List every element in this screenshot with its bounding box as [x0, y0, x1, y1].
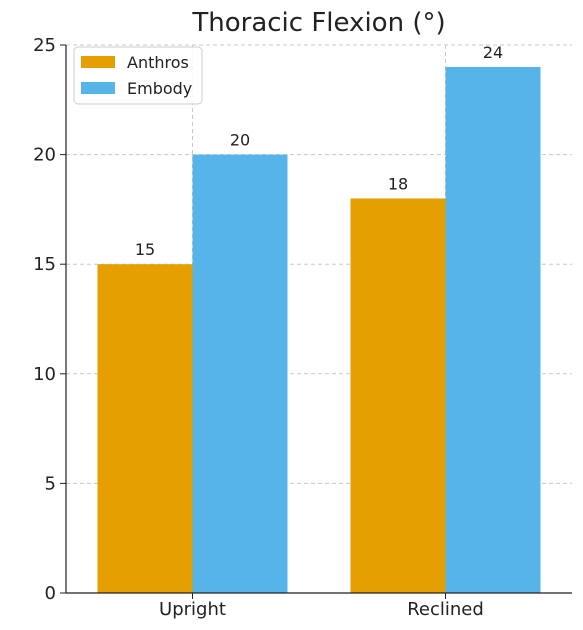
x-tick-label: Upright — [159, 599, 226, 620]
legend: Anthros Embody — [73, 46, 203, 105]
legend-swatch-anthros — [81, 56, 115, 68]
bar-embody-upright — [192, 154, 288, 593]
bar-anthros-upright — [97, 264, 193, 593]
axes-layer: 0 5 10 15 20 25 Upright Reclined — [33, 35, 572, 620]
x-tick-label: Reclined — [407, 599, 484, 620]
legend-swatch-embody — [81, 82, 115, 94]
y-tick-label: 20 — [33, 145, 56, 166]
data-label: 15 — [135, 240, 155, 259]
data-label: 20 — [230, 131, 250, 150]
legend-label-anthros: Anthros — [127, 53, 189, 72]
y-tick-label: 10 — [33, 364, 56, 385]
bars-layer — [97, 66, 541, 594]
chart-title: Thoracic Flexion (°) — [191, 8, 445, 38]
y-tick-label: 0 — [45, 583, 56, 604]
y-tick-label: 5 — [45, 473, 56, 494]
y-tick-label: 15 — [33, 254, 56, 275]
data-labels-layer: 15 20 18 24 — [135, 43, 503, 259]
data-label: 24 — [483, 43, 503, 62]
bar-anthros-reclined — [350, 198, 446, 593]
y-tick-label: 25 — [33, 35, 56, 56]
data-label: 18 — [388, 174, 408, 193]
legend-label-embody: Embody — [127, 79, 192, 98]
bar-embody-reclined — [445, 66, 541, 594]
